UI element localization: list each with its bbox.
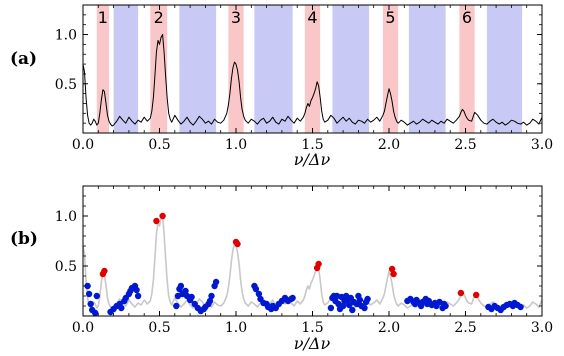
panel-b-xtick-label: 1.5 [301, 320, 323, 336]
scatter-point [133, 286, 140, 294]
band-label: 5 [385, 8, 395, 27]
scatter-point [134, 292, 142, 300]
scatter-point [84, 282, 91, 290]
band-label: 4 [307, 8, 317, 27]
blue-band [486, 5, 523, 133]
panel-a-ytick-label: 1.0 [55, 28, 77, 44]
panel-b-xtick-label: 0.5 [148, 320, 170, 336]
panel-a-series [82, 34, 543, 127]
panel-b: (b) 0.0 0.5 1.0 1.5 2.0 2.5 3.0 0.5 1.0 ν/Δν [10, 185, 553, 353]
blue-band [408, 5, 446, 133]
panel-b-xtick-label: 0.0 [72, 320, 94, 336]
panel-b-ytick-label: 1.0 [55, 209, 77, 225]
scatter-point [315, 260, 322, 268]
panel-a-bands [96, 5, 523, 133]
scatter-point [182, 287, 189, 295]
panel-a: (a) 1 2 3 4 5 6 0.0 0.5 1.0 1.5 2.0 2.5 3.0 0.5 1.0 ν… [10, 4, 553, 169]
scatter-point [85, 290, 93, 298]
blue-band [332, 5, 370, 133]
scatter-point [252, 285, 260, 293]
scatter-point [93, 292, 101, 300]
scatter-point [173, 302, 180, 310]
scatter-point [87, 300, 94, 308]
band-label: 3 [231, 8, 241, 27]
scatter-point [442, 302, 449, 310]
scatter-point [361, 304, 368, 312]
scatter-point [473, 291, 480, 299]
panel-a-xtick-label: 3.0 [531, 137, 553, 153]
blue-band [254, 5, 293, 133]
scatter-point [177, 282, 185, 290]
scatter-point [457, 289, 465, 297]
blue-band [113, 5, 139, 133]
panel-b-xtick-label: 2.0 [378, 320, 400, 336]
scatter-point [118, 304, 125, 312]
panel-b-axes: 0.0 0.5 1.0 1.5 2.0 2.5 3.0 0.5 1.0 [55, 185, 553, 336]
scatter-point [364, 295, 371, 303]
scatter-point [339, 302, 347, 310]
panel-b-xtick-label: 1.0 [225, 320, 247, 336]
panel-a-band-labels: 1 2 3 4 5 6 [98, 8, 472, 27]
red-band [459, 5, 475, 133]
scatter-point [390, 270, 397, 278]
scatter-point [234, 240, 241, 248]
scatter-point [159, 212, 166, 220]
panel-b-ytick-label: 0.5 [55, 259, 77, 275]
panel-b-xtick-label: 2.5 [454, 320, 476, 336]
scatter-point [289, 294, 296, 302]
red-band [228, 5, 244, 133]
panel-b-xlabel: ν/Δν [294, 334, 331, 353]
panel-a-ytick-label: 0.5 [55, 77, 77, 93]
scatter-point [153, 217, 160, 225]
scatter-point [255, 290, 263, 298]
panel-b-points [84, 212, 524, 317]
panel-a-xtick-label: 0.5 [148, 137, 170, 153]
panel-b-label: (b) [10, 229, 38, 249]
band-label: 1 [98, 8, 108, 27]
red-band [304, 5, 321, 133]
panel-a-xtick-label: 0.0 [72, 137, 94, 153]
scatter-point [349, 306, 356, 314]
panel-b-background-line [82, 215, 543, 310]
panel-a-xtick-label: 1.5 [301, 137, 323, 153]
band-label: 2 [154, 8, 164, 27]
scatter-point [388, 265, 396, 273]
blue-band [179, 5, 217, 133]
panel-a-xtick-label: 2.5 [454, 137, 476, 153]
scatter-point [206, 297, 214, 305]
scatter-point [356, 296, 364, 304]
scatter-point [92, 309, 99, 317]
series-line [82, 34, 543, 127]
panel-a-xtick-label: 1.0 [225, 137, 247, 153]
scatter-point [101, 267, 108, 275]
scatter-point [517, 303, 524, 311]
panel-a-label: (a) [10, 49, 37, 69]
band-label: 6 [462, 8, 472, 27]
scatter-point [188, 293, 195, 301]
panel-a-xlabel: ν/Δν [294, 150, 331, 169]
scatter-point [346, 301, 353, 309]
scatter-point [212, 278, 220, 286]
background-line [82, 215, 543, 310]
panel-a-xtick-label: 2.0 [378, 137, 400, 153]
panel-b-xtick-label: 3.0 [531, 320, 553, 336]
scatter-point [208, 292, 215, 300]
panel-a-axes: 0.0 0.5 1.0 1.5 2.0 2.5 3.0 0.5 1.0 [55, 4, 553, 153]
scatter-point [327, 304, 335, 312]
